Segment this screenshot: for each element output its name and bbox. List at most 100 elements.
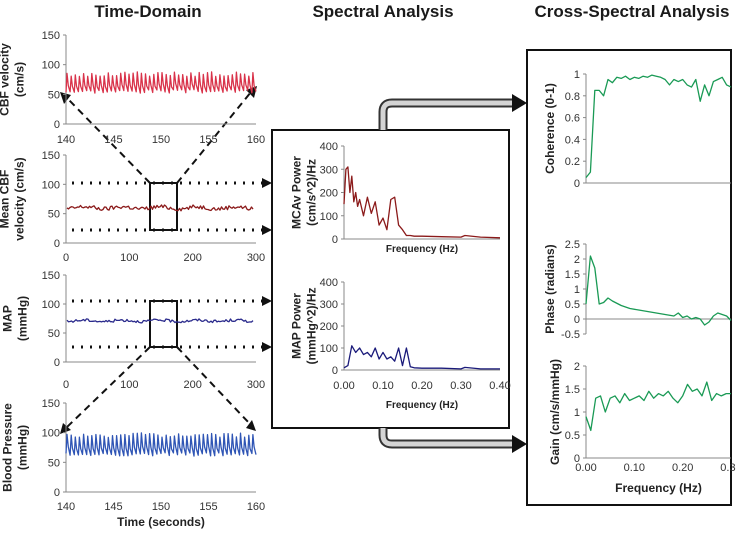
zoom-connector-cbf-right [176, 91, 252, 184]
chart-map-power: 0 100 200 300 400 0.00 0.10 0.20 0.30 0.40 MAP Pow… [290, 277, 511, 411]
spectral-frame [271, 129, 510, 429]
y-axis-label: (cm/s) [13, 62, 27, 97]
x-tick-label: 145 [104, 501, 122, 513]
y-tick-label: 0 [54, 119, 60, 131]
x-tick-label: 0.30 [720, 462, 736, 474]
series-line-mean-cbf [66, 204, 254, 212]
chart-coherence: 0 0.2 0.4 0.6 0.8 1 Coherence (0-1) [543, 69, 732, 190]
y-axis-label: (cm/s^2)/Hz [305, 159, 319, 226]
chart-cbf: 0 50 100 150 140 145 150 155 160 CBF velocity (cm/… [0, 30, 265, 146]
y-tick-label: 200 [320, 321, 338, 333]
x-tick-label: 0 [63, 252, 69, 264]
y-tick-label: 50 [48, 89, 60, 101]
x-axis-label: Time (seconds) [117, 515, 205, 529]
y-tick-label: 1.5 [565, 269, 580, 281]
heading-time-domain: Time-Domain [94, 2, 201, 21]
x-axis-label: Frequency (Hz) [615, 481, 702, 495]
y-tick-label: 2 [574, 254, 580, 266]
y-tick-label: 100 [42, 179, 60, 191]
series-line-coherence [585, 74, 732, 179]
zoom-connector-cbf-left [66, 97, 151, 184]
y-axis-label: MAP Power [290, 293, 304, 359]
y-axis-label: (mmHg^2)/Hz [305, 287, 319, 364]
y-tick-label: 0 [574, 453, 580, 465]
y-axis-label: CBF velocity [0, 43, 12, 116]
y-tick-label: 0.6 [565, 113, 580, 125]
y-tick-label: 0.8 [565, 91, 580, 103]
y-axis-label: (mmHg) [16, 296, 30, 341]
x-tick-label: 0.30 [450, 380, 471, 392]
x-tick-label: 140 [57, 501, 75, 513]
block-arrow-top [380, 100, 513, 130]
y-tick-label: 150 [42, 398, 60, 410]
y-tick-label: 400 [320, 277, 338, 289]
y-axis-label: velocity (cm/s) [13, 157, 27, 240]
y-tick-label: 100 [42, 428, 60, 440]
series-line-mcav-power [343, 166, 501, 239]
x-tick-label: 0.10 [372, 380, 393, 392]
y-tick-label: 0.5 [565, 299, 580, 311]
x-tick-label: 0.20 [411, 380, 432, 392]
series-line-map-power [343, 345, 500, 370]
arrowhead-icon [262, 178, 272, 188]
y-tick-label: 0.2 [565, 156, 580, 168]
chart-phase: -0.5 0 0.5 1 1.5 2 2.5 Phase (radians) [543, 239, 732, 341]
x-tick-label: 150 [152, 501, 170, 513]
y-tick-label: 0.5 [565, 430, 580, 442]
arrowhead-icon [262, 342, 272, 352]
y-tick-label: 50 [48, 457, 60, 469]
block-arrowhead-bottom [512, 435, 527, 453]
chart-bp: 0 50 100 150 140 145 150 155 160 Blood Pressure (m… [1, 398, 266, 529]
chart-mean-cbf: 0 50 100 150 0 100 200 300 Mean CBF velocity (cm/… [0, 150, 265, 264]
zoom-connector-bp-right [176, 346, 251, 425]
y-tick-label: 0 [54, 357, 60, 369]
y-axis-label: Gain (cm/s/mmHg) [548, 359, 562, 465]
y-tick-label: 0 [54, 238, 60, 250]
y-tick-label: 50 [48, 328, 60, 340]
y-tick-label: 1 [574, 69, 580, 81]
x-tick-label: 100 [120, 252, 138, 264]
y-axis-label: MAP [1, 305, 15, 332]
x-axis-label: Frequency (Hz) [386, 400, 458, 411]
x-tick-label: 200 [183, 252, 201, 264]
y-tick-label: 0.4 [565, 134, 580, 146]
y-axis-label: Mean CBF [0, 170, 12, 229]
x-tick-label: 160 [247, 501, 265, 513]
y-tick-label: 100 [42, 60, 60, 72]
x-tick-label: 0.00 [333, 380, 354, 392]
y-tick-label: 0 [574, 314, 580, 326]
y-axis-label: (mmHg) [16, 425, 30, 470]
y-tick-label: 0 [332, 234, 338, 246]
x-tick-label: 0.10 [624, 462, 645, 474]
y-tick-label: 150 [42, 30, 60, 42]
x-tick-label: 145 [104, 134, 122, 146]
y-tick-label: 200 [320, 188, 338, 200]
series-line-gain [585, 381, 731, 432]
y-tick-label: 300 [320, 164, 338, 176]
x-tick-label: 0.40 [489, 380, 510, 392]
zoom-arrowhead [246, 420, 256, 431]
y-tick-label: 50 [48, 209, 60, 221]
block-arrowhead-top [512, 94, 527, 112]
y-tick-label: 300 [320, 299, 338, 311]
zoom-connector-bp-left [65, 346, 151, 429]
y-tick-label: 0 [574, 178, 580, 190]
x-tick-label: 0 [63, 379, 69, 391]
x-tick-label: 200 [183, 379, 201, 391]
series-line-map [66, 318, 254, 324]
block-arrow-bottom [380, 428, 513, 447]
arrowhead-icon [262, 296, 272, 306]
y-tick-label: 1.5 [565, 384, 580, 396]
y-tick-label: 1 [574, 284, 580, 296]
y-axis-label: Coherence (0-1) [543, 83, 557, 174]
heading-spectral-analysis: Spectral Analysis [312, 2, 453, 21]
x-tick-label: 150 [152, 134, 170, 146]
y-tick-label: 2 [574, 361, 580, 373]
series-line-phase [585, 255, 732, 326]
y-tick-label: 100 [42, 299, 60, 311]
series-line-cbf [65, 71, 257, 94]
y-tick-label: 400 [320, 141, 338, 153]
x-tick-label: 100 [120, 379, 138, 391]
x-tick-label: 155 [199, 501, 217, 513]
